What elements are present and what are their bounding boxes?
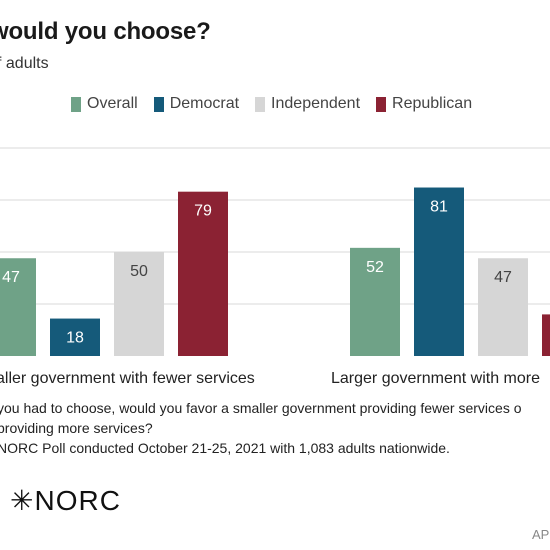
norc-logo: ✳NORC <box>10 484 121 517</box>
chart-subtitle: f adults <box>0 55 49 72</box>
data-label: 50 <box>130 263 148 280</box>
data-label: 47 <box>2 269 20 286</box>
legend-item-democrat: Democrat <box>153 95 240 113</box>
legend: Overall Democrat Independent Republican <box>71 95 472 113</box>
legend-label-democrat: Democrat <box>169 95 240 112</box>
chart-title: would you choose? <box>0 18 211 45</box>
bar-independent-0 <box>114 252 164 356</box>
bar-democrat-1 <box>414 187 464 356</box>
legend-swatch-democrat <box>153 96 164 112</box>
footnote-question-line1: you had to choose, would you favor a sma… <box>0 400 522 416</box>
legend-item-independent: Independent <box>255 95 360 113</box>
logo-text: NORC <box>34 485 121 516</box>
footnote-source: NORC Poll conducted October 21-25, 2021 … <box>0 440 450 456</box>
legend-label-republican: Republican <box>392 95 473 112</box>
data-label: 18 <box>66 330 84 347</box>
data-label: 81 <box>430 199 448 216</box>
credit: AP <box>532 527 550 542</box>
legend-swatch-overall <box>71 96 81 112</box>
bar-chart: 47 18 50 79 aller government with fewer serv… <box>0 147 550 387</box>
asterisk-icon: ✳ <box>10 485 35 516</box>
bar-overall-1 <box>350 247 400 356</box>
legend-item-republican: Republican <box>376 95 472 113</box>
footnote-question-line2: providing more services? <box>0 420 153 436</box>
bar-republican-1 <box>542 314 550 356</box>
data-label: 47 <box>494 269 512 286</box>
legend-swatch-independent <box>255 96 266 112</box>
legend-label-overall: Overall <box>87 95 138 112</box>
bar-republican-0 <box>178 191 228 356</box>
bar-independent-1 <box>478 258 528 356</box>
category-label-0: aller government with fewer services <box>0 370 255 387</box>
data-label: 79 <box>194 203 212 220</box>
bar-democrat-0 <box>50 318 100 356</box>
category-label-1: Larger government with more <box>331 370 540 387</box>
bar-overall-0 <box>0 258 36 356</box>
legend-item-overall: Overall <box>71 95 138 113</box>
legend-label-independent: Independent <box>271 95 361 112</box>
data-label: 52 <box>366 259 384 276</box>
legend-swatch-republican <box>376 96 387 112</box>
